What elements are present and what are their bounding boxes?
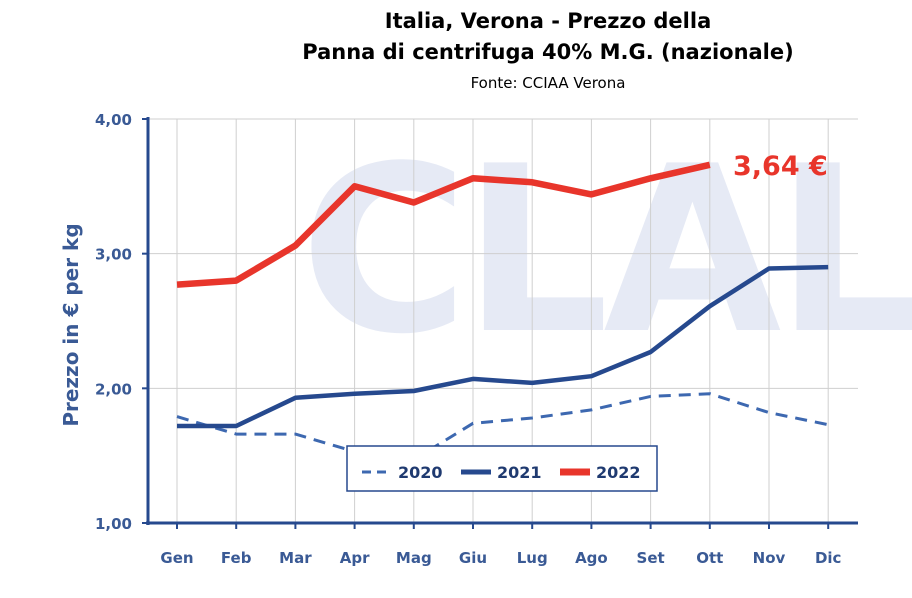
- grid-lines: [148, 118, 858, 523]
- y-tick-label-2: 3,00: [95, 246, 132, 264]
- series-line-2020: [176, 392, 829, 462]
- x-tick-label-nov: Nov: [753, 549, 786, 567]
- x-tick-label-ago: Ago: [575, 549, 608, 567]
- x-tick-label-apr: Apr: [340, 549, 370, 567]
- x-tick-label-ott: Ott: [696, 549, 723, 567]
- series-line-2021: [177, 264, 829, 429]
- series-line-2022: [176, 161, 711, 288]
- chart-subtitle: Fonte: CCIAA Verona: [471, 74, 626, 92]
- y-tick-label-0: 1,00: [95, 515, 132, 533]
- legend: 2020 2021 2022: [346, 445, 658, 492]
- y-tick-label-3: 4,00: [95, 111, 132, 129]
- clal-watermark: CLAL: [300, 118, 912, 385]
- y-tick-label-1: 2,00: [95, 380, 132, 398]
- x-tick-label-gen: Gen: [160, 549, 193, 567]
- y-axis-label: Prezzo in € per kg: [59, 223, 83, 426]
- legend-label-2021: 2021: [497, 463, 542, 482]
- x-tick-label-giu: Giu: [459, 549, 487, 567]
- x-tick-label-mag: Mag: [396, 549, 432, 567]
- legend-label-2020: 2020: [398, 463, 443, 482]
- x-tick-label-lug: Lug: [517, 549, 548, 567]
- chart-title-line-2: Panna di centrifuga 40% M.G. (nazionale): [302, 40, 793, 64]
- series-lines: [176, 161, 829, 462]
- last-value-annotation: 3,64 €: [733, 151, 828, 182]
- x-tick-label-set: Set: [637, 549, 665, 567]
- y-tick-labels: 1,00 2,00 3,00 4,00: [95, 111, 132, 533]
- axes: [142, 117, 858, 529]
- x-tick-label-feb: Feb: [221, 549, 252, 567]
- chart-title-line-1: Italia, Verona - Prezzo della: [385, 9, 711, 33]
- legend-box: [346, 445, 658, 492]
- x-tick-label-dic: Dic: [815, 549, 841, 567]
- x-tick-labels: Gen Feb Mar Apr Mag Giu Lug Ago Set Ott Nov Dic: [160, 549, 841, 567]
- x-tick-label-mar: Mar: [279, 549, 312, 567]
- legend-label-2022: 2022: [596, 463, 641, 482]
